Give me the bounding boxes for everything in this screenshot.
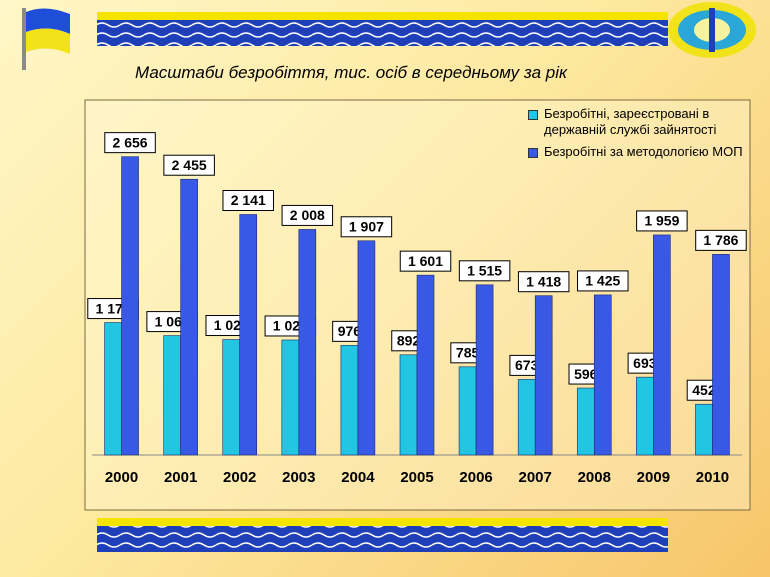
data-label: 892 [397, 333, 421, 349]
data-label: 1 515 [467, 263, 502, 279]
bar [104, 322, 122, 456]
bar [416, 274, 435, 456]
data-label: 673 [515, 357, 539, 373]
logo [668, 2, 756, 58]
top-band [97, 12, 668, 46]
label-box [163, 154, 215, 176]
x-tick-label: 2009 [637, 469, 670, 486]
bar [298, 229, 317, 456]
bar [239, 214, 258, 456]
bar [475, 284, 494, 456]
label-box [577, 270, 629, 292]
label-box [222, 189, 274, 211]
bar [534, 295, 553, 456]
bar [399, 354, 418, 456]
label-box [340, 216, 393, 238]
bar [653, 234, 671, 456]
x-tick-label: 2008 [578, 469, 611, 486]
bar [121, 156, 139, 456]
legend-swatch [528, 110, 538, 120]
label-box [695, 229, 747, 251]
bar [357, 240, 376, 456]
label-box [517, 271, 570, 293]
data-label: 452 [692, 382, 716, 398]
x-tick-label: 2003 [282, 469, 315, 486]
x-tick-label: 2006 [459, 469, 492, 486]
legend-item: Безробітні, зареєстровані в державній сл… [528, 106, 748, 138]
chart-title: Масштаби безробіття, тис. осіб в середнь… [135, 63, 568, 82]
data-label: 2 008 [290, 207, 325, 223]
data-label: 2 141 [231, 192, 266, 208]
bar [281, 339, 300, 456]
x-tick-label: 2004 [341, 469, 375, 486]
legend-label: Безробітні, зареєстровані в державній сл… [544, 106, 717, 137]
x-tick-label: 2007 [518, 469, 551, 486]
data-label: 1 418 [526, 273, 561, 289]
data-label: 1 786 [703, 232, 738, 248]
data-label: 693 [633, 355, 657, 371]
data-label: 2 455 [172, 157, 207, 173]
bar [180, 178, 198, 456]
bar [163, 335, 181, 456]
flag [22, 8, 70, 70]
data-label: 1 907 [349, 218, 384, 234]
bar [712, 254, 730, 456]
data-label: 1 601 [408, 253, 443, 269]
x-tick-label: 2000 [105, 469, 138, 486]
x-tick-label: 2005 [400, 469, 433, 486]
bar [517, 379, 536, 456]
data-label: 1 959 [644, 213, 679, 229]
x-tick-label: 2001 [164, 469, 197, 486]
data-label: 596 [574, 366, 598, 382]
label-box [281, 204, 334, 226]
legend-label: Безробітні за методологією МОП [544, 144, 743, 159]
bar [222, 339, 241, 456]
data-label: 2 656 [113, 134, 148, 150]
bar [636, 376, 654, 456]
bottom-band [97, 518, 668, 552]
label-box [104, 132, 156, 154]
data-label: 976 [338, 323, 362, 339]
legend: Безробітні, зареєстровані в державній сл… [528, 106, 748, 166]
legend-item: Безробітні за методологією МОП [528, 144, 748, 160]
bar [576, 387, 595, 456]
bar [593, 294, 612, 456]
data-label: 785 [456, 345, 480, 361]
label-box [399, 250, 452, 272]
label-box [458, 260, 511, 282]
x-tick-label: 2002 [223, 469, 256, 486]
label-box [636, 210, 688, 232]
x-tick-label: 2010 [696, 469, 729, 486]
bar [458, 366, 477, 456]
bar [340, 345, 359, 456]
data-label: 1 425 [585, 273, 620, 289]
legend-swatch [528, 148, 538, 158]
bar [695, 403, 713, 456]
